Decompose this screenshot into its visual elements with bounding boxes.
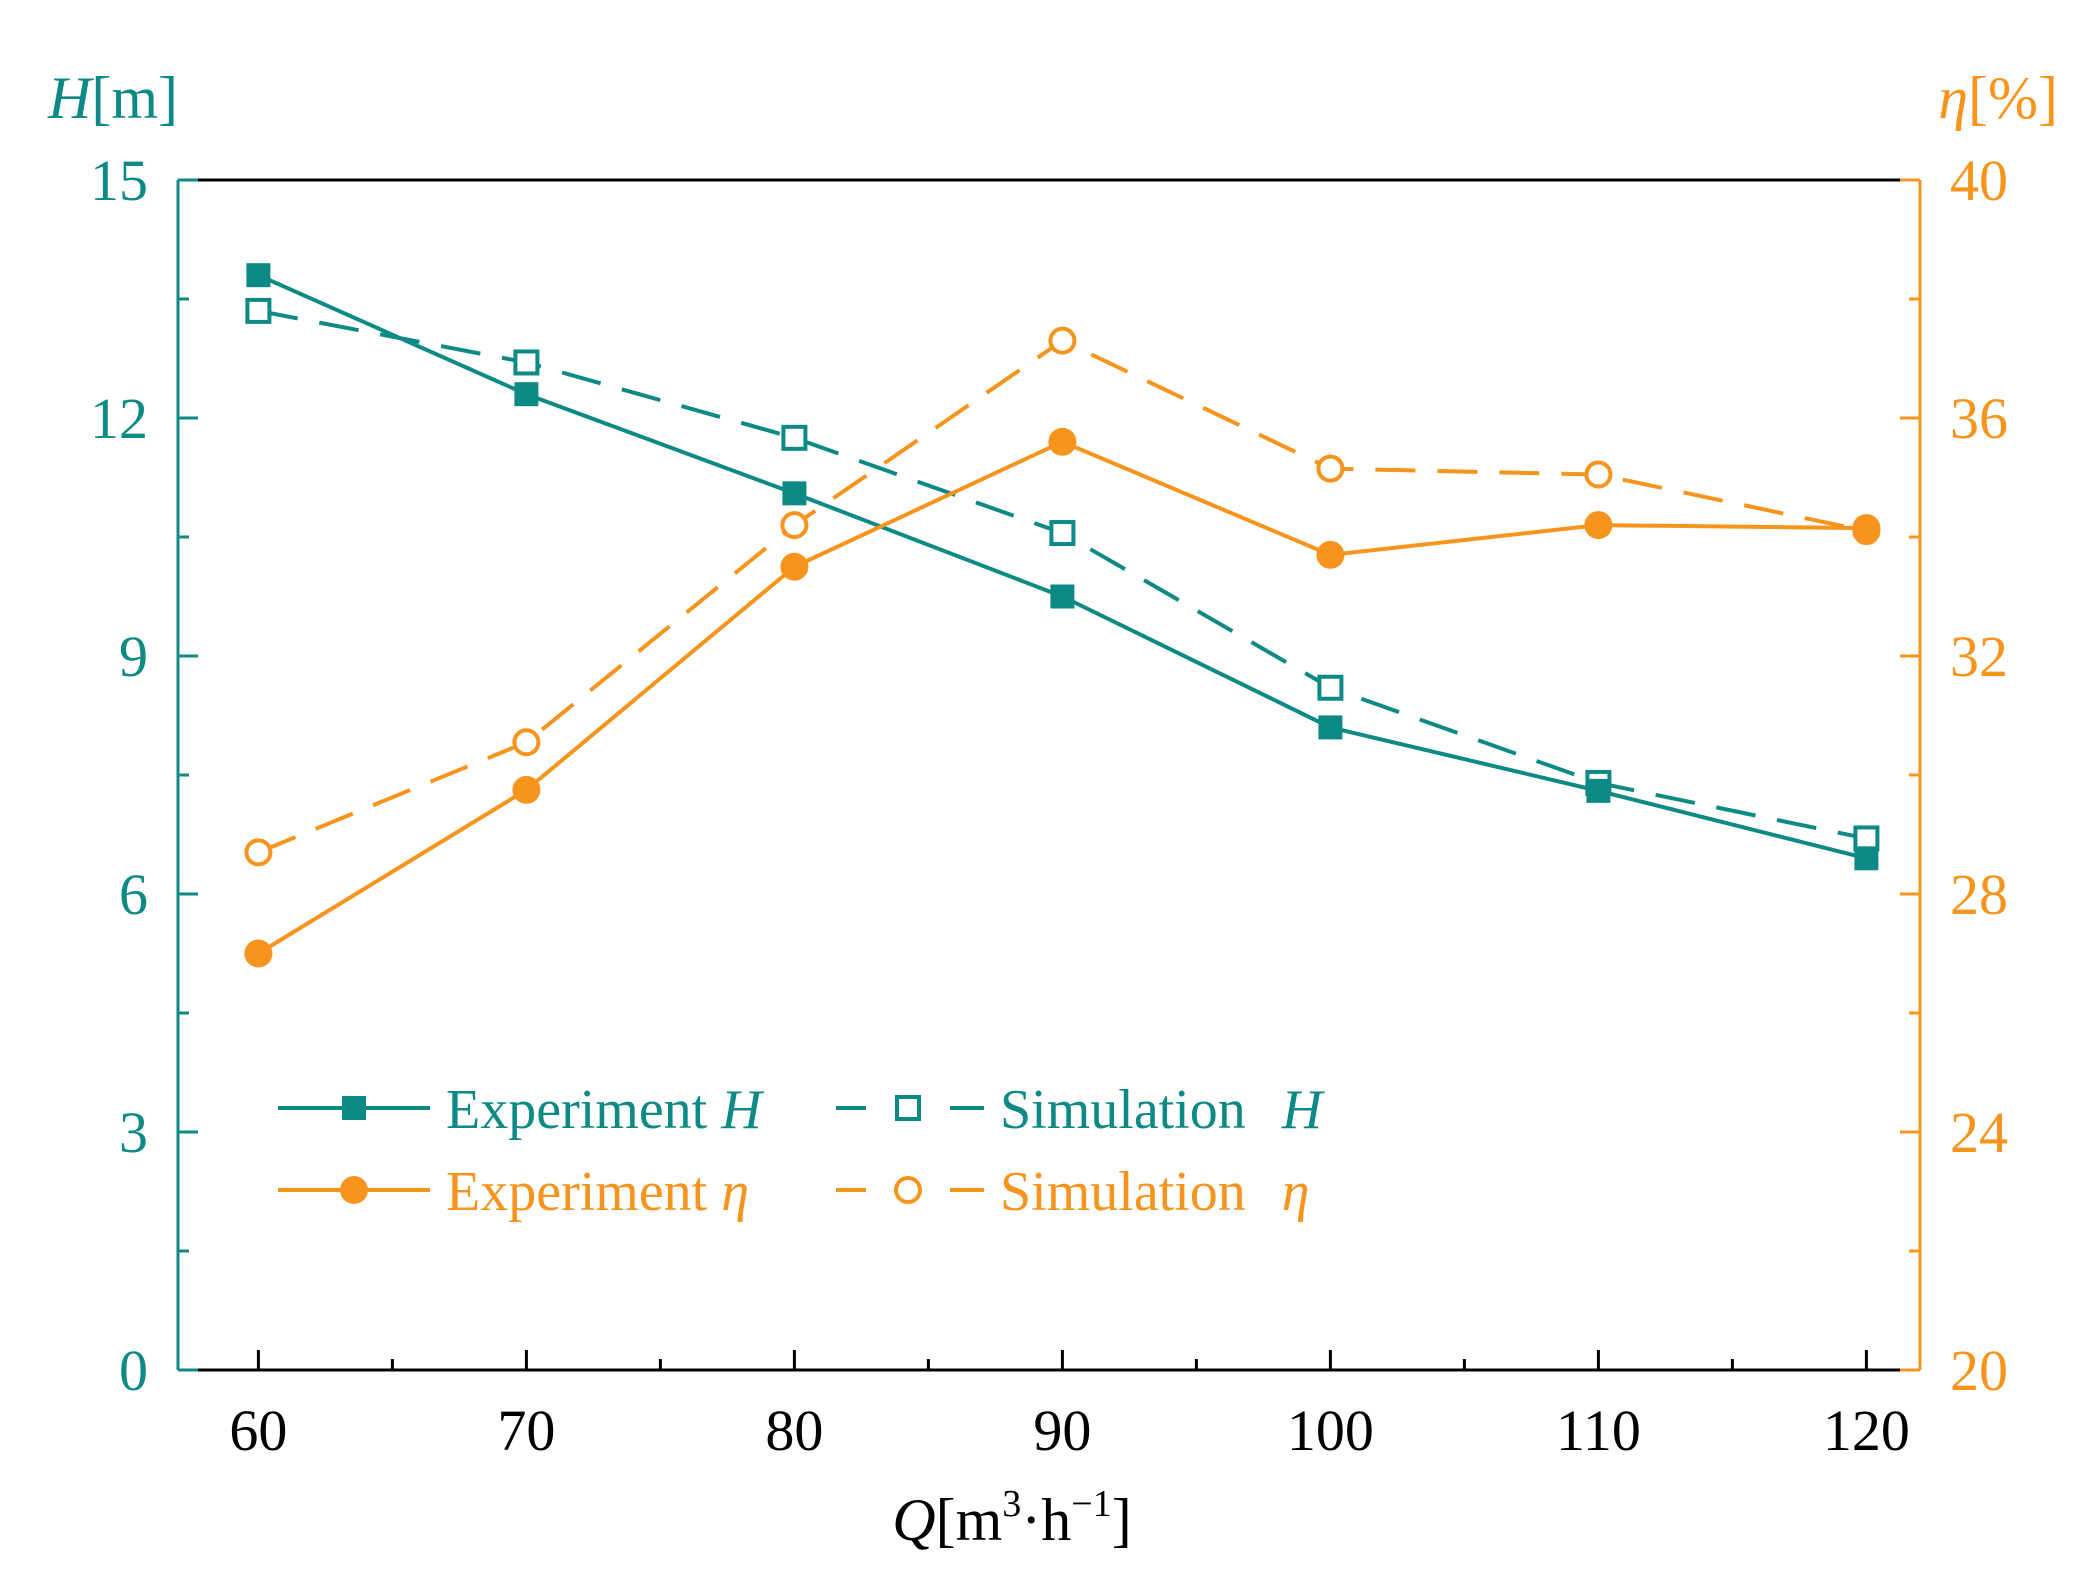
x-tick-label: 70 <box>497 1398 555 1463</box>
legend-label-text: Experiment <box>446 1079 721 1141</box>
data-point-experiment-h <box>1050 584 1075 609</box>
y-left-tick-label: 12 <box>90 386 148 451</box>
legend-label-var: H <box>720 1079 764 1141</box>
x-axis-title: Q[m3·h−1] <box>892 1483 1131 1553</box>
x-tick-label: 80 <box>765 1398 823 1463</box>
data-point-experiment-eta <box>1584 511 1613 540</box>
series-line-simulation-h <box>258 308 1867 841</box>
data-point-simulation-eta <box>1584 460 1613 489</box>
legend-label-experiment-h: Experiment H <box>446 1079 764 1141</box>
data-point-simulation-eta <box>244 838 273 867</box>
data-point-experiment-eta <box>244 939 273 968</box>
y-right-axis-unit: [%] <box>1968 65 2058 131</box>
y-right-tick-label: 32 <box>1950 624 2008 689</box>
x-tick-label: 110 <box>1556 1398 1641 1463</box>
data-point-experiment-h <box>1318 715 1343 740</box>
y-right-tick-label: 28 <box>1950 862 2008 927</box>
series-layer <box>244 263 1881 968</box>
data-point-experiment-eta <box>780 552 809 581</box>
series-line-experiment-eta <box>257 439 1867 956</box>
x-tick-label: 120 <box>1823 1398 1910 1463</box>
legend-label-text: Experiment <box>446 1161 721 1223</box>
x-tick-label: 90 <box>1033 1398 1091 1463</box>
data-point-experiment-h <box>514 382 539 407</box>
y-left-tick-label: 9 <box>119 624 148 689</box>
y-right-tick-label: 24 <box>1950 1100 2008 1165</box>
data-point-simulation-h <box>1049 520 1076 547</box>
data-point-simulation-h <box>1317 674 1344 701</box>
legend-label-text: Simulation <box>1000 1079 1260 1141</box>
data-point-experiment-eta <box>1048 427 1077 456</box>
y-right-tick-label: 20 <box>1950 1338 2008 1403</box>
legend-marker-experiment-eta <box>340 1176 368 1204</box>
data-point-experiment-h <box>1854 846 1879 871</box>
y-right-axis-var: η <box>1938 65 1968 131</box>
y-left-axis-title: H[m] <box>47 65 178 131</box>
x-axis-unit-mid: ·h <box>1021 1487 1071 1553</box>
y-right-tick-label: 36 <box>1950 386 2008 451</box>
series-experiment-h <box>246 263 1879 871</box>
legend-label-simulation-h: Simulation H <box>1000 1079 1325 1141</box>
x-axis-unit-sup1: 3 <box>1002 1483 1021 1525</box>
x-axis-unit-sup2: −1 <box>1071 1483 1111 1525</box>
legend-marker-simulation-h <box>895 1095 921 1121</box>
series-simulation-h <box>245 297 1880 852</box>
data-point-simulation-h <box>781 424 808 451</box>
data-point-simulation-h <box>1853 825 1880 852</box>
legend-label-simulation-eta: Simulation η <box>1000 1161 1310 1223</box>
y-left-tick-label: 6 <box>119 862 148 927</box>
data-point-simulation-eta <box>780 511 809 540</box>
y-left-axis-unit: [m] <box>91 65 178 131</box>
series-experiment-eta <box>244 427 1881 968</box>
data-point-simulation-eta <box>512 728 541 757</box>
data-point-experiment-eta <box>1316 540 1345 569</box>
x-axis-unit-close: ] <box>1112 1487 1132 1553</box>
y-left-tick-label: 3 <box>119 1100 148 1165</box>
legend-marker-simulation-eta <box>894 1176 922 1204</box>
y-right-axis-title: η[%] <box>1938 65 2058 131</box>
data-point-experiment-h <box>782 481 807 506</box>
legend-label-var: η <box>721 1161 749 1223</box>
y-left-tick-label: 15 <box>90 148 148 213</box>
legend-label-experiment-eta: Experiment η <box>446 1161 749 1223</box>
series-line-experiment-h <box>257 273 1867 861</box>
legend-marker-experiment-h <box>342 1096 366 1120</box>
y-left-axis-var: H <box>47 65 95 131</box>
data-point-simulation-eta <box>1048 326 1077 355</box>
data-point-simulation-eta <box>1316 454 1345 483</box>
data-point-experiment-eta <box>1852 514 1881 543</box>
y-right-tick-label: 40 <box>1950 148 2008 213</box>
x-tick-label: 60 <box>229 1398 287 1463</box>
data-point-experiment-h <box>1586 778 1611 803</box>
legend-label-var: η <box>1282 1161 1310 1223</box>
x-tick-label: 100 <box>1287 1398 1374 1463</box>
legend-label-var: H <box>1281 1079 1325 1141</box>
data-point-experiment-h <box>246 263 271 288</box>
data-point-simulation-h <box>513 349 540 376</box>
data-point-experiment-eta <box>512 775 541 804</box>
data-point-simulation-h <box>245 297 272 324</box>
x-axis-var: Q <box>892 1487 935 1553</box>
legend-label-text: Simulation <box>1000 1161 1260 1223</box>
x-axis-unit-open: [m <box>936 1487 1003 1553</box>
y-left-tick-label: 0 <box>119 1338 148 1403</box>
